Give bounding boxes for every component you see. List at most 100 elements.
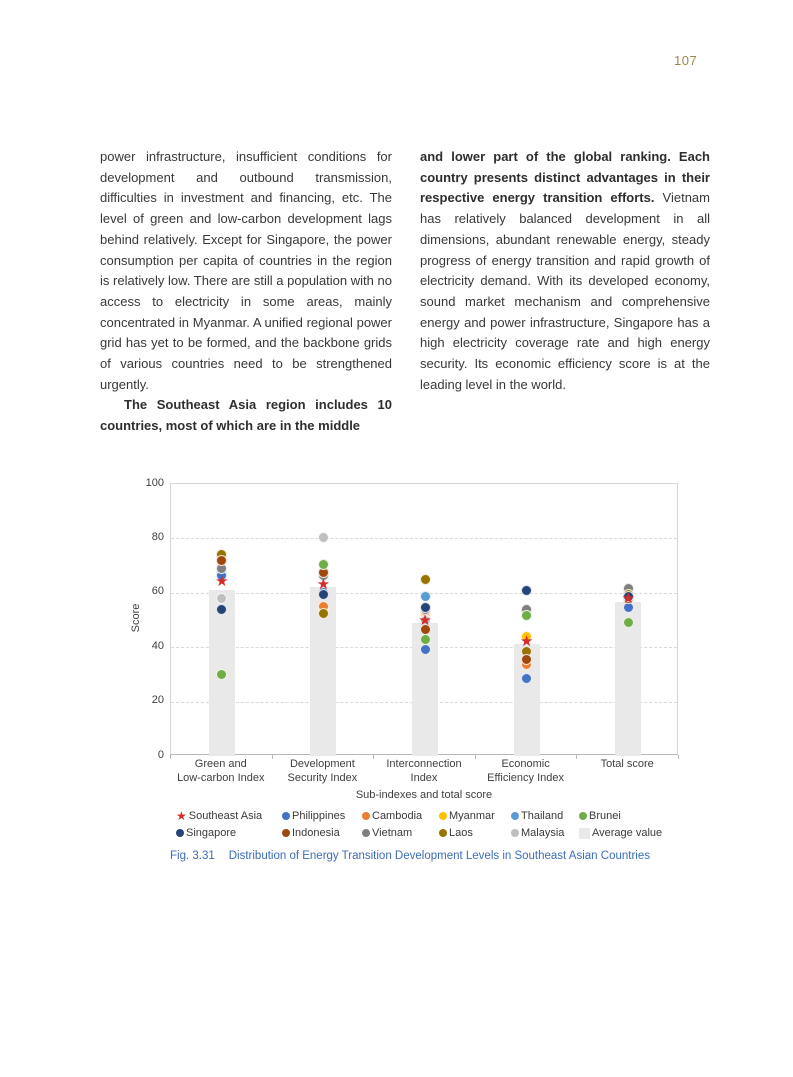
plot-area: ★ ★ ★ ★ ★	[170, 483, 678, 756]
data-point-brunei	[521, 610, 533, 622]
legend-dot-icon	[439, 829, 447, 837]
legend-item-malaysia: Malaysia	[511, 826, 564, 840]
legend-label: Indonesia	[292, 827, 340, 839]
y-tick-label-20: 20	[151, 694, 164, 707]
legend-label: Vietnam	[372, 827, 413, 839]
legend-item-brunei: Brunei	[579, 809, 621, 823]
legend-item-laos: Laos	[439, 826, 473, 840]
category-label-line: Interconnection	[386, 758, 462, 770]
data-point-star-southeast-asia: ★	[621, 590, 635, 608]
data-point-star-southeast-asia: ★	[316, 576, 331, 594]
data-point-malaysia	[317, 531, 329, 543]
legend-swatch-average-value	[579, 827, 590, 839]
legend-item-philippines: Philippines	[282, 809, 345, 823]
figure-caption: Fig. 3.31 Distribution of Energy Transiti…	[130, 850, 690, 862]
x-axis-tick	[678, 755, 679, 759]
data-point-brunei	[622, 617, 634, 629]
page-number: 107	[674, 53, 698, 68]
legend-dot-icon	[362, 829, 370, 837]
legend-label: Laos	[449, 827, 473, 839]
x-axis-tick	[373, 755, 375, 759]
data-point-laos	[317, 607, 329, 619]
legend-dot-icon	[439, 812, 447, 820]
data-point-singapore	[216, 603, 228, 615]
x-axis-tick	[576, 755, 578, 759]
legend-item-singapore: Singapore	[176, 826, 236, 840]
data-point-brunei	[216, 668, 228, 680]
body-paragraph: and lower part of the global ranking. Ea…	[420, 147, 710, 395]
legend-star-icon: ★	[176, 809, 187, 823]
legend-label: Philippines	[292, 810, 346, 822]
legend-item-indonesia: Indonesia	[282, 826, 340, 840]
category-label-line: Green and	[194, 758, 247, 770]
text-column-left: power infrastructure, insufficient condi…	[100, 147, 392, 450]
legend-dot-icon	[282, 829, 290, 837]
category-label-line: Total score	[600, 758, 654, 770]
data-point-singapore	[521, 584, 533, 596]
legend-dot-icon	[282, 812, 290, 820]
text-column-right: and lower part of the global ranking. Ea…	[420, 147, 710, 395]
legend-item-average-value: Average value	[579, 826, 662, 840]
body-paragraph-lead: The Southeast Asia region includes 10 co…	[100, 397, 392, 434]
data-point-malaysia	[216, 592, 228, 604]
category-label-line: Security Index	[287, 771, 358, 784]
category-label-line: Efficiency Index	[487, 771, 565, 784]
x-axis-tick	[170, 755, 171, 759]
legend-label: Cambodia	[372, 810, 423, 822]
legend-label: Southeast Asia	[188, 810, 263, 822]
data-point-star-southeast-asia: ★	[519, 633, 534, 651]
figure-caption-text: Distribution of Energy Transition Develo…	[228, 850, 650, 862]
y-tick-label-100: 100	[145, 476, 164, 489]
x-axis-tick	[474, 755, 476, 759]
legend-label: Singapore	[186, 827, 237, 839]
legend-label: Myanmar	[449, 810, 495, 822]
data-point-star-southeast-asia: ★	[418, 611, 432, 629]
category-label-line: Development	[289, 758, 355, 770]
data-point-philippines	[521, 672, 533, 684]
data-point-philippines	[419, 644, 431, 656]
legend-item-southeast-asia: ★ Southeast Asia	[176, 809, 262, 823]
y-tick-label-60: 60	[151, 585, 164, 598]
data-point-brunei	[317, 558, 329, 570]
legend-label: Average value	[592, 827, 663, 839]
legend-dot-icon	[579, 812, 587, 820]
category-label-line: Index	[410, 771, 438, 784]
figure-caption-label: Fig. 3.31	[169, 850, 215, 862]
legend-item-vietnam: Vietnam	[362, 826, 412, 840]
figure-chart: Score ★ ★ ★ ★ ★ 0 20 40 60 80 100 Green and Low-ca…	[130, 470, 690, 870]
data-point-singapore	[622, 591, 634, 603]
category-label-line: Low-carbon Index	[177, 771, 265, 784]
data-point-indonesia	[521, 653, 533, 665]
x-axis-tick	[271, 755, 273, 759]
legend-dot-icon	[176, 829, 184, 837]
legend-dot-icon	[511, 829, 519, 837]
data-point-laos	[419, 573, 431, 585]
legend-item-thailand: Thailand	[511, 809, 563, 823]
category-label-line: Economic	[501, 758, 550, 770]
data-point-singapore	[419, 602, 431, 614]
legend-label: Thailand	[521, 810, 564, 822]
legend-item-cambodia: Cambodia	[362, 809, 422, 823]
category-label: Development Security Index	[272, 758, 374, 785]
legend-label: Brunei	[589, 810, 621, 822]
gridline-80	[171, 538, 677, 540]
y-tick-label-80: 80	[151, 530, 164, 543]
legend-label: Malaysia	[521, 827, 565, 839]
category-label: Total score	[576, 758, 678, 772]
legend-dot-icon	[362, 812, 370, 820]
category-label: Economic Efficiency Index	[475, 758, 577, 785]
category-label: Green and Low-carbon Index	[170, 758, 272, 785]
lead-sentence: and lower part of the global ranking. Ea…	[420, 149, 710, 206]
legend-item-myanmar: Myanmar	[439, 809, 495, 823]
y-tick-label-40: 40	[151, 639, 164, 652]
data-point-indonesia	[216, 554, 228, 566]
category-label: Interconnection Index	[373, 758, 475, 785]
data-point-singapore	[317, 588, 329, 600]
data-point-myanmar	[521, 630, 533, 642]
x-axis-title: Sub-indexes and total score	[355, 789, 493, 801]
legend-dot-icon	[511, 812, 519, 820]
body-paragraph: power infrastructure, insufficient condi…	[100, 149, 392, 392]
data-point-brunei	[419, 633, 431, 645]
y-tick-label-0: 0	[157, 748, 164, 761]
